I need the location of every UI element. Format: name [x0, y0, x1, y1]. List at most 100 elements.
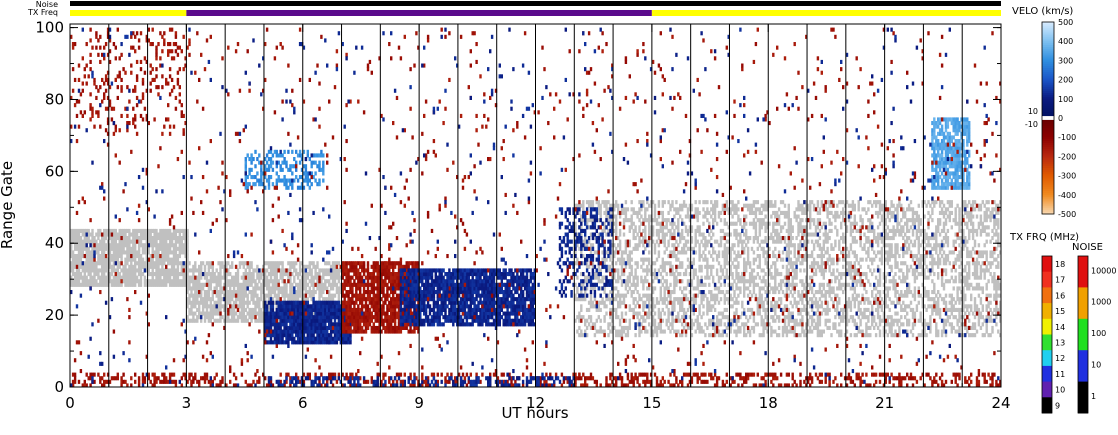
data-cell — [665, 322, 668, 327]
data-cell — [178, 250, 181, 255]
data-cell — [653, 268, 657, 273]
data-cell — [861, 257, 864, 262]
data-cell — [200, 261, 203, 266]
data-cell — [692, 268, 695, 273]
data-cell — [219, 279, 222, 284]
data-cell — [128, 268, 131, 273]
data-cell — [847, 300, 851, 305]
data-cell — [636, 261, 639, 266]
data-cell — [684, 214, 688, 219]
data-cell — [923, 275, 926, 280]
data-cell — [77, 232, 81, 237]
data-cell — [139, 228, 143, 233]
data-cell — [580, 225, 583, 230]
data-cell — [260, 315, 263, 320]
data-cell — [103, 257, 106, 262]
data-cell — [673, 254, 676, 259]
data-cell — [281, 268, 284, 273]
data-cell — [331, 264, 335, 269]
data-cell — [743, 293, 746, 298]
data-cell — [911, 311, 915, 316]
data-cell — [748, 272, 752, 277]
data-cell — [89, 261, 92, 266]
data-cell — [75, 261, 79, 266]
data-cell — [589, 200, 593, 205]
data-cell — [741, 304, 744, 309]
data-cell — [659, 210, 662, 215]
data-cell — [884, 300, 887, 305]
data-cell — [783, 275, 787, 280]
data-cell — [824, 221, 827, 226]
data-cell — [180, 272, 183, 277]
data-cell — [91, 228, 94, 233]
data-cell — [170, 282, 174, 287]
data-cell — [232, 282, 236, 287]
data-cell — [735, 333, 738, 338]
data-cell — [642, 228, 645, 233]
data-cell — [81, 228, 84, 233]
data-cell — [686, 228, 690, 233]
data-cell — [91, 254, 94, 259]
data-cell — [741, 275, 744, 280]
data-cell — [180, 250, 183, 255]
data-cell — [863, 300, 866, 305]
data-cell — [725, 246, 728, 251]
data-cell — [277, 293, 280, 298]
data-cell — [789, 225, 792, 230]
data-cell — [277, 261, 280, 266]
data-cell — [915, 228, 919, 233]
data-cell — [176, 261, 180, 266]
data-cell — [192, 268, 195, 273]
data-cell — [671, 307, 674, 312]
data-cell — [799, 207, 802, 212]
data-cell — [754, 257, 758, 262]
data-cell — [677, 207, 680, 212]
data-cell — [622, 272, 626, 277]
data-cell — [859, 307, 862, 312]
data-cell — [207, 268, 211, 273]
data-cell — [646, 239, 649, 244]
data-cell — [803, 307, 806, 312]
data-cell — [589, 286, 593, 291]
data-cell — [622, 207, 626, 212]
data-cell — [83, 246, 86, 251]
data-cell — [791, 261, 794, 266]
data-cell — [574, 318, 577, 323]
data-cell — [240, 318, 244, 323]
data-cell — [624, 207, 628, 212]
data-cell — [632, 246, 635, 251]
data-cell — [118, 261, 121, 266]
data-cell — [312, 293, 315, 298]
data-cell — [702, 243, 705, 248]
data-cell — [176, 268, 180, 273]
data-cell — [611, 325, 614, 330]
data-cell — [694, 214, 697, 219]
data-cell — [124, 250, 127, 255]
tx-freq-bar — [70, 10, 1001, 16]
data-cell — [638, 200, 641, 205]
data-cell — [838, 322, 841, 327]
data-cell — [304, 290, 308, 295]
data-cell — [124, 239, 127, 244]
data-cell — [145, 232, 148, 237]
data-cell — [648, 203, 651, 208]
data-cell — [260, 286, 263, 291]
data-cell — [200, 290, 203, 295]
data-cell — [661, 232, 664, 237]
data-cell — [904, 293, 907, 298]
data-cell — [632, 221, 635, 226]
data-cell — [783, 221, 787, 226]
data-cell — [913, 279, 917, 284]
data-cell — [845, 200, 849, 205]
data-cell — [830, 297, 833, 302]
data-cell — [745, 261, 748, 266]
data-cell — [653, 329, 657, 334]
data-cell — [729, 293, 732, 298]
data-cell — [834, 239, 837, 244]
data-cell — [717, 318, 721, 323]
data-cell — [620, 264, 624, 269]
data-cell — [921, 322, 924, 327]
data-cell — [609, 307, 612, 312]
data-cell — [217, 300, 220, 305]
data-cell — [863, 297, 866, 302]
